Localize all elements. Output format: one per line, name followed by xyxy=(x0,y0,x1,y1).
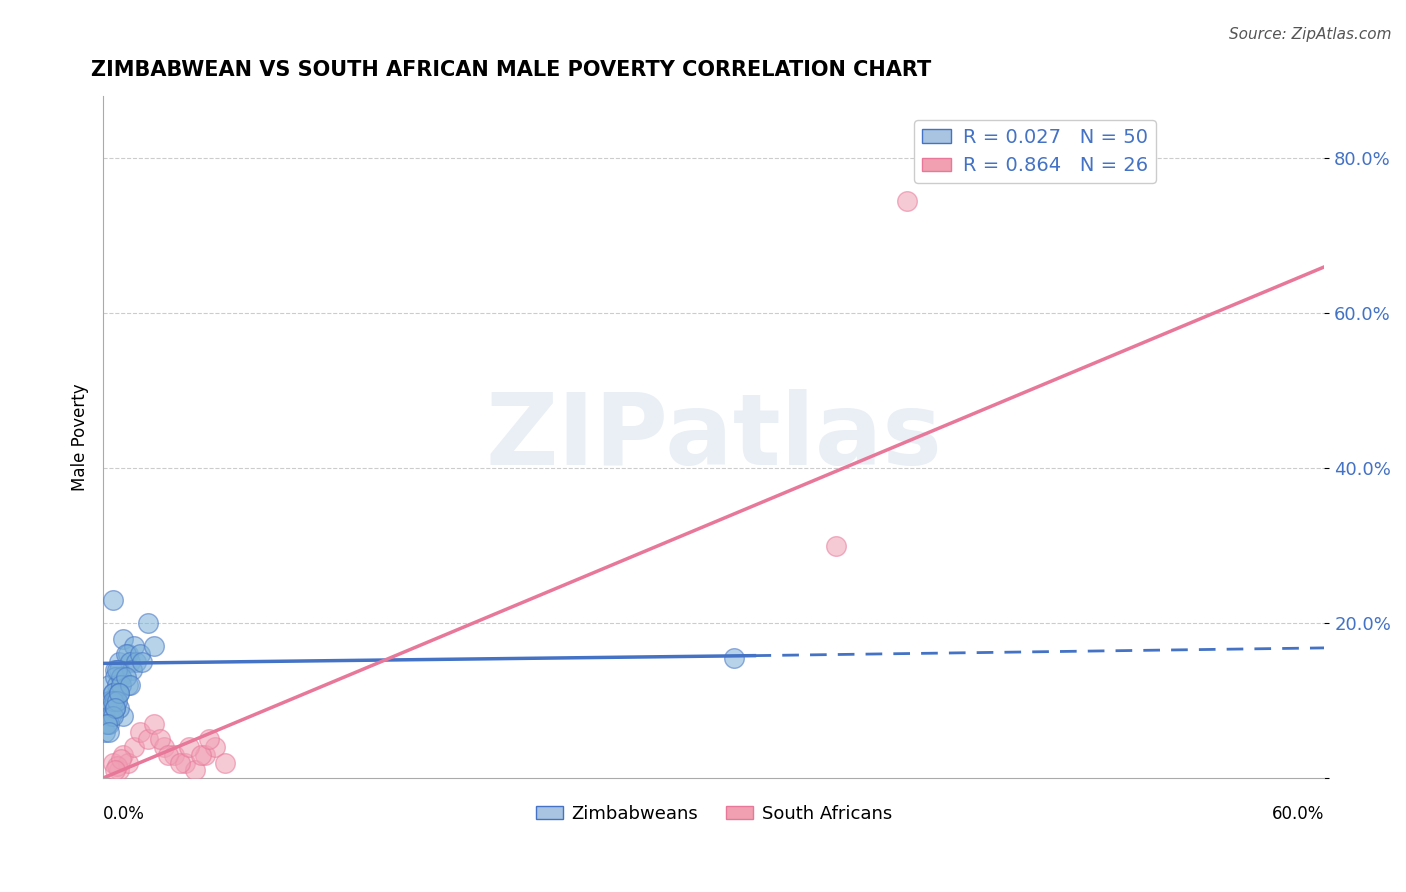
Point xyxy=(108,686,131,700)
Point xyxy=(198,732,221,747)
Point xyxy=(214,756,236,770)
Point xyxy=(105,686,128,700)
Point xyxy=(103,686,125,700)
Point xyxy=(112,747,135,762)
Text: 0.0%: 0.0% xyxy=(103,805,145,823)
Point xyxy=(169,756,191,770)
Point xyxy=(103,693,125,707)
Point xyxy=(157,747,180,762)
Point xyxy=(121,663,143,677)
Point xyxy=(105,663,128,677)
Point xyxy=(194,747,217,762)
Point xyxy=(136,616,159,631)
Text: 60.0%: 60.0% xyxy=(1272,805,1324,823)
Point xyxy=(104,663,127,677)
Point xyxy=(100,693,122,707)
Point xyxy=(825,539,848,553)
Point xyxy=(103,756,125,770)
Point xyxy=(96,701,118,715)
Point xyxy=(125,655,148,669)
Point xyxy=(173,756,195,770)
Point xyxy=(143,716,166,731)
Point xyxy=(163,747,186,762)
Point xyxy=(896,194,918,208)
Text: ZIPatlas: ZIPatlas xyxy=(485,389,942,486)
Point xyxy=(105,759,128,773)
Point xyxy=(136,732,159,747)
Point xyxy=(108,701,131,715)
Point xyxy=(96,716,118,731)
Point xyxy=(105,693,128,707)
Legend: R = 0.027   N = 50, R = 0.864   N = 26: R = 0.027 N = 50, R = 0.864 N = 26 xyxy=(914,120,1156,183)
Point xyxy=(108,764,131,778)
Point xyxy=(98,693,121,707)
Point xyxy=(117,756,139,770)
Point xyxy=(122,640,145,654)
Point xyxy=(98,709,121,723)
Point xyxy=(177,739,200,754)
Point xyxy=(128,647,150,661)
Point xyxy=(105,678,128,692)
Point xyxy=(103,686,125,700)
Point xyxy=(104,670,127,684)
Point xyxy=(110,670,132,684)
Point xyxy=(110,670,132,684)
Point xyxy=(183,764,205,778)
Point xyxy=(104,701,127,715)
Point xyxy=(149,732,172,747)
Point xyxy=(118,655,141,669)
Point xyxy=(96,716,118,731)
Point xyxy=(100,701,122,715)
Point xyxy=(103,709,125,723)
Point xyxy=(128,724,150,739)
Point xyxy=(94,724,117,739)
Text: Source: ZipAtlas.com: Source: ZipAtlas.com xyxy=(1229,27,1392,42)
Point xyxy=(114,670,136,684)
Point xyxy=(723,651,745,665)
Point xyxy=(110,678,132,692)
Point xyxy=(98,716,121,731)
Point xyxy=(112,709,135,723)
Point xyxy=(98,724,121,739)
Point xyxy=(190,747,212,762)
Y-axis label: Male Poverty: Male Poverty xyxy=(72,384,89,491)
Point xyxy=(118,678,141,692)
Point xyxy=(104,764,127,778)
Point xyxy=(110,751,132,765)
Point xyxy=(122,739,145,754)
Point xyxy=(117,647,139,661)
Point xyxy=(143,640,166,654)
Point xyxy=(117,678,139,692)
Text: ZIMBABWEAN VS SOUTH AFRICAN MALE POVERTY CORRELATION CHART: ZIMBABWEAN VS SOUTH AFRICAN MALE POVERTY… xyxy=(91,60,931,79)
Point xyxy=(108,655,131,669)
Point xyxy=(100,709,122,723)
Point xyxy=(104,701,127,715)
Point xyxy=(103,592,125,607)
Point xyxy=(98,678,121,692)
Point xyxy=(153,739,176,754)
Point xyxy=(108,663,131,677)
Point xyxy=(108,686,131,700)
Point xyxy=(112,632,135,646)
Point xyxy=(131,655,153,669)
Point xyxy=(204,739,226,754)
Point xyxy=(104,693,127,707)
Point xyxy=(114,647,136,661)
